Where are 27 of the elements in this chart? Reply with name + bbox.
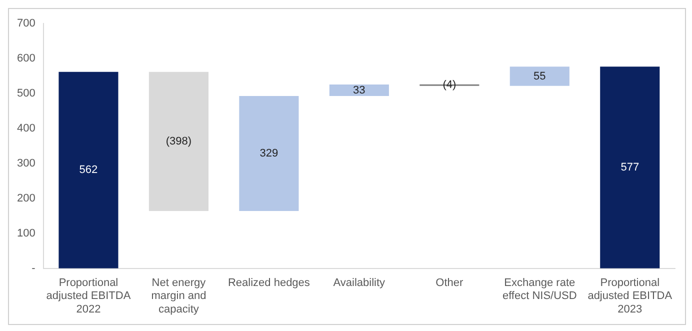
x-tick-label: Proportional adjusted EBITDA 2023: [588, 277, 673, 316]
data-label: 562: [79, 164, 98, 176]
bar: [148, 72, 208, 212]
y-tick-label: 700: [16, 18, 36, 30]
y-tick-label: 100: [16, 227, 36, 240]
x-tick-label: Net energy margin and capacity: [151, 277, 206, 316]
y-tick-label: 600: [16, 52, 36, 65]
x-tick-label: Proportional adjusted EBITDA 2022: [46, 277, 132, 316]
y-tick-label: 200: [16, 192, 36, 204]
data-label: 329: [260, 148, 278, 160]
data-label: 55: [534, 70, 546, 82]
bar: [600, 66, 660, 268]
bar: [239, 96, 299, 212]
y-tick-label: 500: [16, 88, 36, 100]
x-tick-label: Exchange rate effect NIS/USD: [502, 277, 577, 302]
y-tick-label: -: [32, 262, 36, 274]
y-tick-label: 400: [16, 122, 36, 135]
x-tick-label: Realized hedges: [228, 277, 310, 290]
bar: [58, 72, 118, 268]
data-label: 577: [620, 162, 640, 174]
data-label: 33: [353, 84, 366, 96]
bar: [510, 66, 570, 86]
data-label: (398): [166, 135, 192, 148]
x-tick-label: Availability: [333, 277, 386, 290]
x-tick-label: Other: [436, 277, 464, 290]
bar: [329, 84, 389, 96]
y-tick-label: 300: [16, 158, 36, 170]
